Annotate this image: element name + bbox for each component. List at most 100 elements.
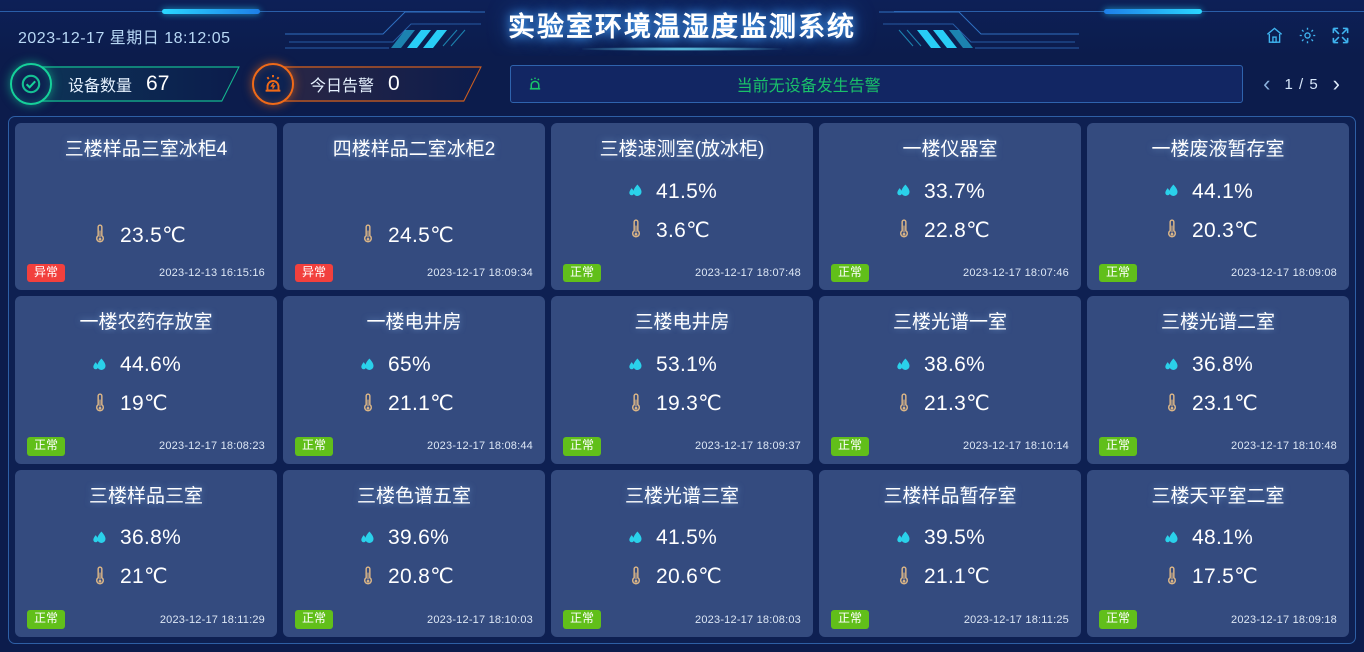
- device-footer: 正常 2023-12-17 18:10:03: [295, 610, 533, 629]
- temperature-value: 23.1℃: [1192, 392, 1258, 416]
- device-readings: 44.1% 20.3℃: [1099, 161, 1337, 264]
- temperature-reading: 21℃: [90, 564, 202, 589]
- fullscreen-icon[interactable]: [1331, 26, 1350, 45]
- device-footer: 正常 2023-12-17 18:09:18: [1099, 610, 1337, 629]
- temperature-value: 23.5℃: [120, 223, 186, 247]
- gear-icon[interactable]: [1298, 26, 1317, 45]
- device-name: 一楼废液暂存室: [1151, 139, 1285, 160]
- device-readings: 24.5℃: [295, 161, 533, 264]
- device-footer: 正常 2023-12-17 18:08:03: [563, 610, 801, 629]
- stat-device-plate: 设备数量 67: [40, 66, 240, 102]
- device-card[interactable]: 四楼样品二室冰柜2 24.5℃ 异常 2023-12-17 18:09:34: [283, 123, 545, 291]
- status-badge: 正常: [831, 610, 870, 629]
- status-badge: 正常: [831, 436, 870, 456]
- status-badge: 正常: [27, 436, 66, 456]
- device-name: 四楼样品二室冰柜2: [332, 139, 496, 160]
- device-footer: 正常 2023-12-17 18:10:14: [831, 436, 1069, 456]
- status-badge: 异常: [295, 263, 334, 283]
- temperature-value: 22.8℃: [924, 218, 990, 242]
- humidity-droplet-icon: [894, 354, 913, 376]
- stat-today-alarms[interactable]: 今日告警 0: [252, 63, 482, 105]
- temperature-reading: 20.8℃: [358, 564, 470, 589]
- device-card[interactable]: 三楼样品暂存室 39.5% 21.1℃ 正常 2023-12-17 18:11:25: [819, 469, 1081, 637]
- pagination: ‹ 1 / 5 ›: [1249, 73, 1354, 95]
- humidity-droplet-icon: [358, 527, 377, 549]
- thermometer-icon: [90, 392, 109, 415]
- status-badge: 正常: [1099, 263, 1138, 283]
- device-card[interactable]: 三楼色谱五室 39.6% 20.8℃ 正常 2023-12-17 18:10:03: [283, 469, 545, 637]
- device-timestamp: 2023-12-17 18:10:48: [1231, 440, 1337, 453]
- device-card[interactable]: 三楼样品三室冰柜4 23.5℃ 异常 2023-12-13 16:15:16: [15, 123, 277, 291]
- humidity-value: 36.8%: [1192, 353, 1254, 377]
- temperature-reading: 3.6℃: [626, 218, 738, 243]
- status-badge: 正常: [563, 436, 602, 456]
- temperature-value: 21.1℃: [924, 565, 990, 589]
- device-card[interactable]: 三楼光谱三室 41.5% 20.6℃ 正常 2023-12-17 18:08:03: [551, 469, 813, 637]
- header-datetime: 2023-12-17 星期日 18:12:05: [18, 30, 231, 47]
- device-name: 三楼天平室二室: [1151, 485, 1285, 507]
- device-readings: 41.5% 20.6℃: [563, 508, 801, 611]
- device-name: 三楼样品暂存室: [883, 485, 1017, 507]
- humidity-reading: 36.8%: [1162, 353, 1274, 377]
- humidity-droplet-icon: [358, 354, 377, 376]
- device-footer: 正常 2023-12-17 18:11:25: [831, 610, 1069, 629]
- home-icon[interactable]: [1265, 26, 1284, 45]
- device-timestamp: 2023-12-17 18:09:18: [1231, 613, 1337, 626]
- device-timestamp: 2023-12-17 18:07:46: [963, 266, 1069, 279]
- device-readings: 41.5% 3.6℃: [563, 161, 801, 264]
- humidity-value: 65%: [388, 353, 431, 377]
- stat-device-count[interactable]: 设备数量 67: [10, 63, 240, 105]
- humidity-reading: 44.6%: [90, 353, 202, 377]
- status-badge: 异常: [27, 263, 66, 283]
- device-card[interactable]: 三楼样品三室 36.8% 21℃ 正常 2023-12-17 18:11:29: [15, 469, 277, 637]
- device-grid-panel: 三楼样品三室冰柜4 23.5℃ 异常 2023-12-13 16:15:16 四楼样品…: [8, 116, 1356, 644]
- thermometer-icon: [90, 566, 109, 588]
- humidity-value: 39.5%: [924, 526, 986, 550]
- device-card[interactable]: 一楼电井房 65% 21.1℃ 正常 2023-12-17 18:08:44: [283, 296, 545, 464]
- humidity-reading: 39.5%: [894, 526, 1006, 550]
- humidity-droplet-icon: [626, 354, 645, 376]
- prev-page-button[interactable]: ‹: [1263, 71, 1271, 96]
- device-name: 三楼光谱一室: [892, 312, 1007, 334]
- device-name: 三楼光谱二室: [1160, 312, 1275, 334]
- thermometer-icon: [1162, 566, 1181, 588]
- humidity-droplet-icon: [626, 527, 645, 549]
- device-card[interactable]: 一楼废液暂存室 44.1% 20.3℃ 正常 2023-12-17 18:09:08: [1087, 123, 1349, 291]
- humidity-droplet-icon: [90, 354, 109, 376]
- device-readings: 36.8% 21℃: [27, 508, 265, 611]
- humidity-reading: 39.6%: [358, 526, 470, 550]
- temperature-value: 17.5℃: [1192, 565, 1258, 589]
- device-card[interactable]: 一楼农药存放室 44.6% 19℃ 正常 2023-12-17 18:08:23: [15, 296, 277, 464]
- humidity-value: 44.6%: [120, 353, 182, 377]
- device-card[interactable]: 三楼电井房 53.1% 19.3℃ 正常 2023-12-17 18:09:37: [551, 296, 813, 464]
- device-timestamp: 2023-12-17 18:11:25: [963, 613, 1069, 626]
- temperature-reading: 21.1℃: [358, 391, 470, 416]
- device-card[interactable]: 三楼光谱二室 36.8% 23.1℃ 正常 2023-12-17 18:10:48: [1087, 296, 1349, 464]
- device-timestamp: 2023-12-17 18:08:03: [695, 613, 801, 626]
- stat-alarm-label: 今日告警: [310, 78, 375, 95]
- alert-banner: 当前无设备发生告警: [510, 65, 1244, 103]
- alarm-siren-icon: [252, 63, 294, 105]
- device-card[interactable]: 一楼仪器室 33.7% 22.8℃ 正常 2023-12-17 18:07:46: [819, 123, 1081, 291]
- device-card[interactable]: 三楼光谱一室 38.6% 21.3℃ 正常 2023-12-17 18:10:14: [819, 296, 1081, 464]
- thermometer-icon: [626, 566, 645, 588]
- temperature-reading: 23.5℃: [90, 223, 202, 248]
- temperature-value: 24.5℃: [388, 223, 454, 247]
- header-glow-right: [1104, 9, 1202, 14]
- device-readings: 65% 21.1℃: [295, 334, 533, 437]
- humidity-value: 41.5%: [656, 179, 718, 203]
- temperature-value: 21℃: [120, 565, 168, 589]
- humidity-reading: 44.1%: [1162, 180, 1274, 204]
- stat-device-value: 67: [146, 72, 170, 95]
- device-name: 三楼样品三室冰柜4: [64, 139, 228, 160]
- temperature-reading: 20.3℃: [1162, 218, 1274, 243]
- page-indicator: 1 / 5: [1284, 75, 1319, 93]
- humidity-droplet-icon: [894, 527, 913, 549]
- temperature-reading: 24.5℃: [358, 223, 470, 248]
- status-badge: 正常: [563, 263, 602, 283]
- humidity-value: 44.1%: [1192, 179, 1254, 203]
- temperature-reading: 19℃: [90, 391, 202, 416]
- device-card[interactable]: 三楼天平室二室 48.1% 17.5℃ 正常 2023-12-17 18:09:18: [1087, 469, 1349, 637]
- device-card[interactable]: 三楼速测室(放冰柜) 41.5% 3.6℃ 正常 2023-12-17 18:07:…: [551, 123, 813, 291]
- next-page-button[interactable]: ›: [1332, 71, 1340, 96]
